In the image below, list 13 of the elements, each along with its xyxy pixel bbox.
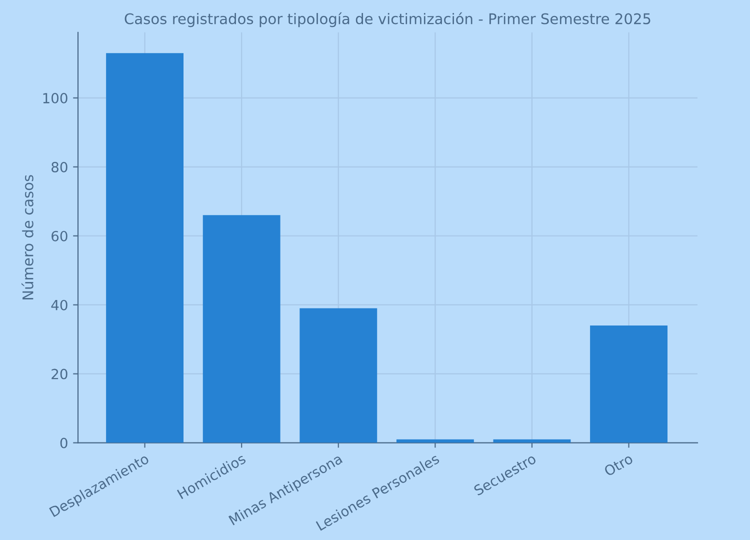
y-tick-label: 60 <box>52 230 68 242</box>
bar <box>202 215 280 443</box>
x-tick-label: Otro <box>603 453 634 477</box>
y-tick-label: 80 <box>52 162 68 172</box>
chart-title: Casos registrados por tipología de victimización - Primer Semestre 2025 <box>124 12 650 28</box>
y-tick-label: 40 <box>51 300 68 310</box>
bar <box>300 308 378 443</box>
bar <box>590 326 668 443</box>
y-tick-label: 20 <box>52 368 68 380</box>
bar <box>106 53 184 443</box>
y-tick-label: 0 <box>60 438 68 448</box>
y-axis-title: Número de casos <box>22 175 34 300</box>
y-tick-label: 100 <box>43 92 68 104</box>
